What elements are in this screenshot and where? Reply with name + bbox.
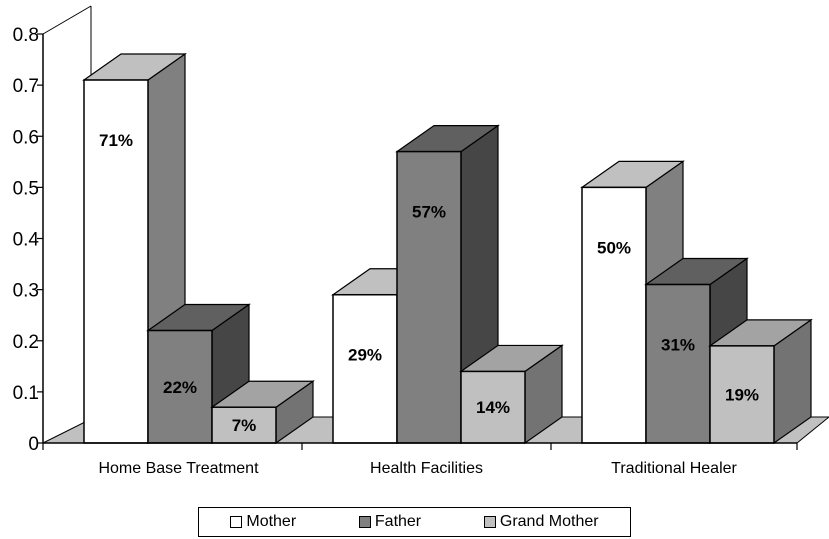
y-tick-label: 0.1	[13, 383, 39, 404]
bar-father-3-label: 31%	[661, 336, 695, 355]
bar-grand-mother-3-front	[709, 345, 775, 444]
bar-grand-mother-1-front	[211, 406, 277, 444]
legend-label-father: Father	[374, 513, 422, 530]
x-category-label: Home Base Treatment	[98, 460, 259, 477]
legend-label-mother: Mother	[246, 513, 297, 530]
back-wall-top-edge	[42, 5, 92, 35]
chart-bars: 71% 22% 7% 29% 57% 14% 50% 31% 19%	[82, 52, 813, 445]
bar-father-1-front	[147, 329, 213, 444]
bar-grand-mother-2-front	[460, 370, 526, 444]
bar-mother-3-label: 50%	[597, 238, 631, 257]
y-tick-label: 0.3	[13, 281, 39, 302]
bar-grand-mother-3-label: 19%	[725, 385, 759, 404]
bar-mother-1-front	[83, 79, 149, 444]
bar-chart: 71% 22% 7% 29% 57% 14% 50% 31% 19% 0 0.1 0.2 0.3 0.4…	[13, 5, 829, 477]
legend-swatch-father	[358, 516, 371, 528]
chart-axes: 0 0.1 0.2 0.3 0.4 0.5 0.6 0.7 0.8 Home Base Treat…	[13, 25, 798, 477]
y-tick-label: 0.7	[13, 76, 39, 97]
bar-father-3-front	[645, 283, 711, 444]
y-tick-label: 0.2	[13, 332, 39, 353]
bar-grand-mother-1-label: 7%	[232, 416, 257, 435]
bar-mother-1-label: 71%	[99, 131, 133, 150]
bar-grand-mother-2: 14%	[459, 344, 564, 445]
x-category-label: Health Facilities	[370, 460, 483, 477]
y-tick-label: 0.5	[13, 178, 39, 199]
bar-father-2-label: 57%	[412, 203, 446, 222]
legend-swatch-grand-mother	[483, 516, 496, 528]
legend: Mother Father Grand Mother	[198, 507, 631, 537]
bar-grand-mother-3: 19%	[708, 318, 813, 445]
bar-grand-mother-1: 7%	[210, 380, 315, 445]
x-category-label: Traditional Healer	[611, 460, 737, 477]
legend-item-grand-mother: Grand Mother	[483, 513, 599, 531]
bar-father-1-label: 22%	[163, 378, 197, 397]
bar-mother-3-front	[581, 186, 647, 444]
legend-item-mother: Mother	[230, 513, 296, 531]
legend-label-grand-mother: Grand Mother	[499, 513, 599, 530]
y-tick-label: 0.4	[13, 230, 40, 251]
y-tick-label: 0.8	[13, 25, 39, 46]
y-tick-label: 0.6	[13, 127, 39, 148]
bar-father-2-front	[396, 150, 462, 444]
bar-mother-2-label: 29%	[348, 346, 382, 365]
y-tick-label: 0	[28, 434, 39, 455]
legend-item-father: Father	[358, 513, 422, 531]
legend-swatch-mother	[230, 516, 243, 528]
bar-mother-2-front	[332, 293, 398, 444]
bar-grand-mother-2-label: 14%	[476, 398, 510, 417]
